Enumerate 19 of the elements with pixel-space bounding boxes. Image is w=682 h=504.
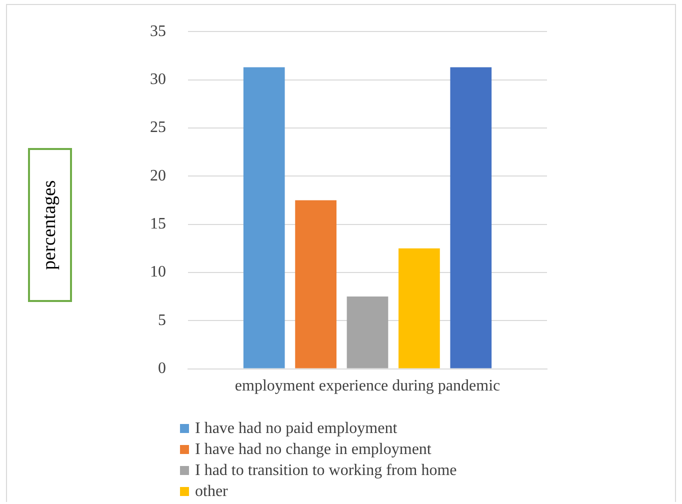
y-tick-label: 25: [150, 119, 166, 136]
y-tick-label: 30: [150, 70, 166, 88]
bar: [295, 200, 336, 368]
y-tick-label: 0: [158, 360, 166, 378]
bar: [398, 248, 440, 368]
legend-label: I had to transition to working from home: [194, 461, 457, 481]
y-tick-label: 5: [158, 312, 166, 329]
bar: [243, 67, 285, 368]
x-tick-label: employment experience during pandemic: [234, 378, 500, 395]
legend-label: I have had no paid employment: [194, 419, 398, 439]
legend-label: other: [194, 482, 229, 502]
y-tick-label: 10: [150, 264, 166, 281]
y-tick-label: 35: [150, 22, 166, 40]
y-tick-label: 15: [150, 215, 166, 232]
y-tick-label: 20: [150, 167, 166, 184]
legend-label: I have had no change in employment: [194, 440, 432, 460]
bar: [450, 67, 492, 368]
bar: [346, 296, 388, 368]
y-axis-title: percentages: [39, 180, 61, 270]
